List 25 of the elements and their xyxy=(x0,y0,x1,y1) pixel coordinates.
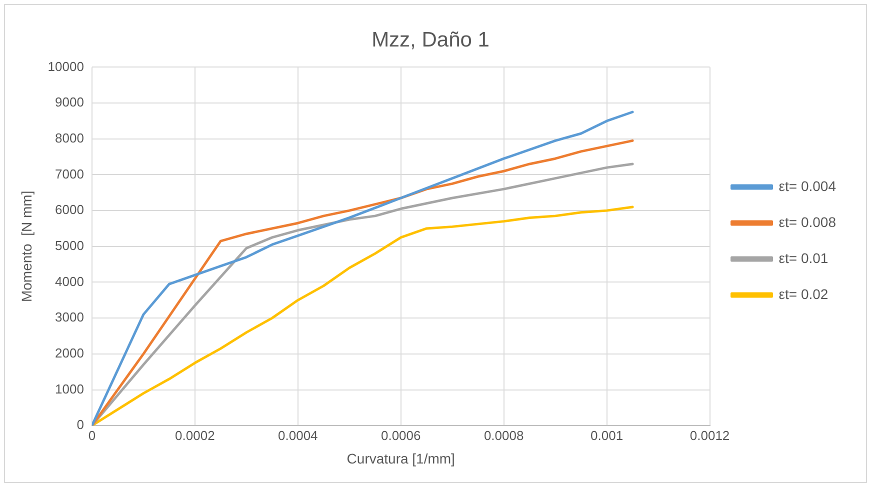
x-tick-label: 0.0006 xyxy=(380,428,421,443)
x-tick-label: 0.0002 xyxy=(175,428,215,443)
legend-label: εt= 0.004 xyxy=(778,178,836,194)
x-tick-label: 0.0004 xyxy=(278,428,318,443)
legend-label: εt= 0.008 xyxy=(778,214,836,230)
y-axis-title: Momento [N mm] xyxy=(18,190,34,302)
y-tick-label: 8000 xyxy=(55,130,84,146)
y-tick-label: 2000 xyxy=(55,346,84,360)
x-tick-label: 0.001 xyxy=(590,428,624,443)
chart-title: Mzz, Daño 1 xyxy=(372,28,490,52)
y-tick-label: 6000 xyxy=(55,202,84,218)
y-tick-label: 3000 xyxy=(55,310,84,325)
x-tick-label: 0.0012 xyxy=(690,428,730,443)
y-tick-label: 4000 xyxy=(55,274,84,289)
legend-label: εt= 0.02 xyxy=(778,286,828,302)
x-axis-title: Curvatura [1/mm] xyxy=(346,450,455,466)
y-tick-label: 10000 xyxy=(48,58,84,74)
legend-label: εt= 0.01 xyxy=(778,250,828,266)
y-tick-label: 7000 xyxy=(55,166,84,182)
y-tick-label: 5000 xyxy=(55,238,84,253)
x-tick-label: 0 xyxy=(88,428,96,443)
x-tick-label: 0.0008 xyxy=(484,428,524,443)
y-tick-label: 9000 xyxy=(55,94,84,110)
y-tick-label: 1000 xyxy=(55,381,84,396)
y-tick-label: 0 xyxy=(76,417,84,432)
